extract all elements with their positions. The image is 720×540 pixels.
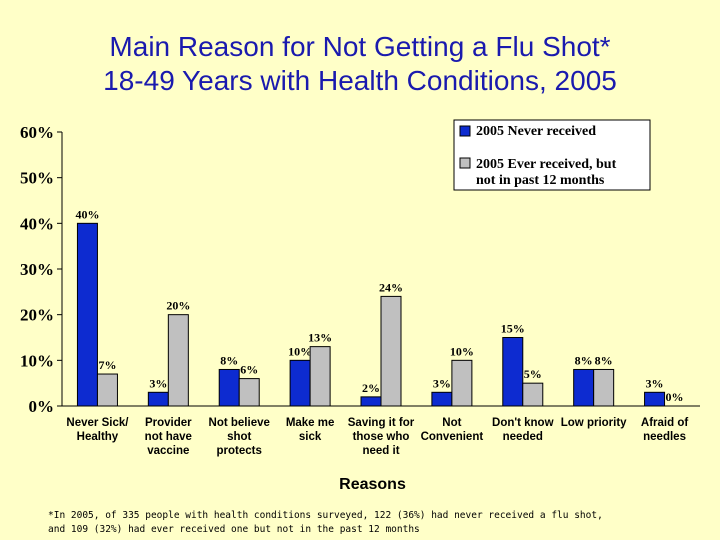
data-label-never-received: 10% (288, 344, 312, 358)
legend-box (453, 119, 651, 191)
x-category-label: Afraid of (641, 417, 688, 429)
data-label-never-received: 2% (362, 381, 380, 395)
bar-never-received (147, 391, 169, 407)
legend-swatch-never-received (459, 125, 471, 137)
data-label-never-received: 3% (646, 376, 664, 390)
x-category-label: sick (299, 431, 322, 443)
data-label-never-received: 15% (501, 322, 525, 336)
legend-label-ever-received: not in past 12 months (476, 173, 605, 188)
chart-title-line1: Main Reason for Not Getting a Flu Shot* (109, 31, 611, 62)
x-category-label: those who (353, 431, 410, 443)
x-category-label: vaccine (147, 445, 189, 457)
data-label-never-received: 8% (220, 353, 238, 367)
x-category-label: need it (362, 445, 399, 457)
footnote: *In 2005, of 335 people with health cond… (48, 509, 668, 537)
bar-ever-received (96, 373, 118, 407)
y-tick-label: 30% (20, 260, 54, 279)
bar-ever-received (522, 382, 544, 407)
x-category-label: Convenient (421, 431, 484, 443)
y-tick-label: 50% (20, 169, 54, 188)
x-category-label: Not (442, 417, 461, 429)
y-tick-label: 60% (20, 123, 54, 142)
bar-never-received (218, 368, 240, 407)
x-category-label: shot (227, 431, 251, 443)
x-category-label: Saving it for (348, 417, 415, 429)
y-tick-label: 40% (20, 214, 54, 233)
footnote-line1: *In 2005, of 335 people with health cond… (48, 510, 603, 521)
x-category-label: Never Sick/ (66, 417, 129, 429)
bar-never-received (502, 337, 524, 407)
legend-label-ever-received: 2005 Ever received, but (476, 157, 617, 172)
data-label-ever-received: 0% (666, 390, 684, 404)
bar-ever-received (238, 378, 260, 407)
bar-never-received (644, 391, 666, 407)
x-category-label: Healthy (77, 431, 119, 443)
x-category-label: Provider (145, 417, 192, 429)
data-label-ever-received: 5% (524, 367, 542, 381)
bar-ever-received (167, 314, 189, 407)
data-label-ever-received: 10% (450, 344, 474, 358)
bar-never-received (76, 222, 98, 407)
bar-never-received (360, 396, 382, 407)
x-category-label: Make me (286, 417, 335, 429)
y-tick-label: 0% (29, 397, 55, 416)
data-label-ever-received: 8% (595, 353, 613, 367)
data-label-ever-received: 24% (379, 280, 403, 294)
x-category-label: needles (643, 431, 686, 443)
data-label-never-received: 3% (433, 376, 451, 390)
legend-swatch-ever-received (459, 157, 471, 169)
bar-ever-received (309, 346, 331, 407)
bar-never-received (289, 359, 311, 407)
data-label-ever-received: 7% (98, 358, 116, 372)
x-category-label: Not believe (209, 417, 270, 429)
data-label-never-received: 8% (575, 353, 593, 367)
data-label-never-received: 40% (75, 207, 99, 221)
data-label-ever-received: 20% (166, 299, 190, 313)
bar-ever-received (380, 295, 402, 407)
data-label-ever-received: 6% (240, 363, 258, 377)
data-label-ever-received: 13% (308, 331, 332, 345)
bar-never-received (573, 368, 595, 407)
footnote-line2: and 109 (32%) had ever received one but … (48, 524, 420, 535)
y-tick-label: 10% (20, 351, 54, 370)
chart-title-line2: 18-49 Years with Health Conditions, 2005 (103, 65, 617, 96)
bar-ever-received (593, 368, 615, 407)
x-category-label: not have (145, 431, 192, 443)
x-category-label: protects (217, 445, 262, 457)
data-label-never-received: 3% (149, 376, 167, 390)
y-tick-label: 20% (20, 306, 54, 325)
x-axis-label: Reasons (339, 476, 406, 493)
legend-label-never-received: 2005 Never received (476, 124, 596, 139)
bar-ever-received (451, 359, 473, 407)
x-category-label: Low priority (561, 417, 627, 429)
bar-never-received (431, 391, 453, 407)
x-category-label: needed (503, 431, 543, 443)
x-category-label: Don't know (492, 417, 554, 429)
